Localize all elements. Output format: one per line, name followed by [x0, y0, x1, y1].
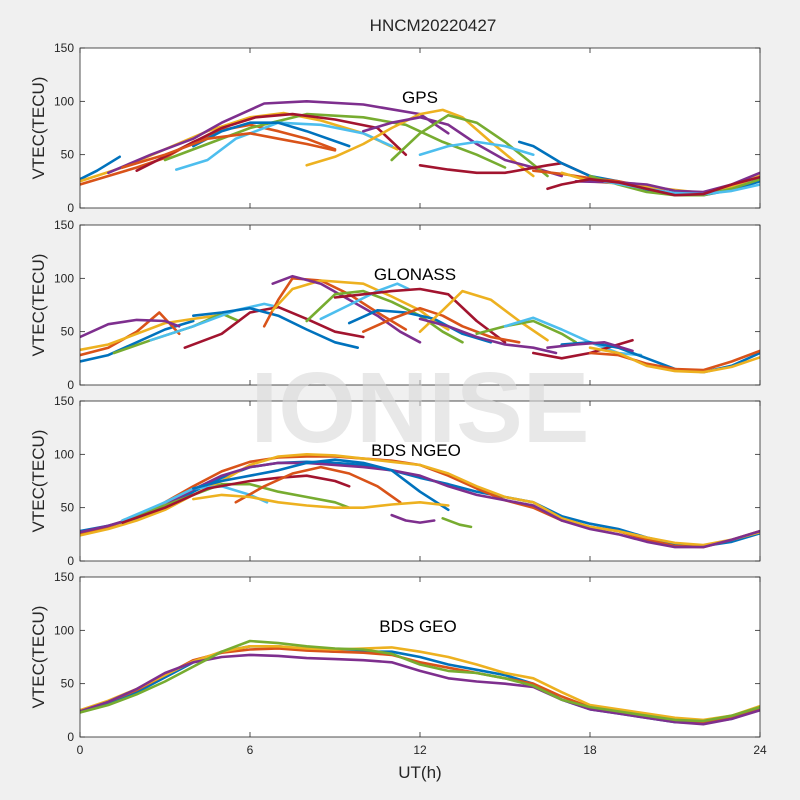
- panel-glonass: 0 50 100 150 VTEC(TECU) GLONASS: [29, 218, 761, 392]
- series-line: [305, 289, 464, 344]
- series-line: [546, 341, 634, 353]
- y-axis-label: VTEC(TECU): [29, 254, 48, 357]
- series-line: [192, 493, 450, 509]
- series-line: [80, 318, 181, 339]
- panels-group: 0 50 100 150 VTEC(TECU) GPS 0 50 100 150 VTEC(TECU…: [29, 41, 767, 757]
- series-line: [418, 140, 535, 156]
- y-tick-label: 0: [67, 554, 74, 568]
- y-tick-label: 100: [54, 94, 74, 108]
- watermark: IONISE: [251, 352, 590, 464]
- y-tick-label: 100: [54, 447, 74, 461]
- chart-title: HNCM20220427: [370, 16, 497, 35]
- series-line: [362, 116, 563, 178]
- series-line: [121, 132, 337, 169]
- series-line: [80, 639, 760, 723]
- y-tick-label: 150: [54, 570, 74, 584]
- series-line: [418, 289, 549, 342]
- x-tick-label: 18: [583, 743, 597, 757]
- series-group: [80, 639, 760, 726]
- series-line: [234, 465, 402, 504]
- plot-area: [80, 48, 760, 208]
- panel-label: GLONASS: [374, 265, 456, 284]
- panel-bds-geo: 0 50 100 150 0 6 12 18 24 VTEC(TECU) BDS GEO: [29, 570, 767, 757]
- series-line: [121, 474, 351, 524]
- series-line: [192, 306, 359, 349]
- series-line: [333, 287, 507, 344]
- y-tick-label: 0: [67, 201, 74, 215]
- y-tick-label: 150: [54, 41, 74, 55]
- series-line: [80, 319, 195, 363]
- y-tick-label: 150: [54, 394, 74, 408]
- y-axis-label: VTEC(TECU): [29, 430, 48, 533]
- panel-label: BDS GEO: [379, 617, 456, 636]
- y-tick-label: 50: [61, 148, 75, 162]
- series-line: [319, 282, 410, 321]
- series-line: [588, 349, 760, 372]
- panel-label: BDS NGEO: [371, 441, 461, 460]
- y-axis-label: VTEC(TECU): [29, 77, 48, 180]
- series-line: [305, 108, 535, 178]
- series-group: [80, 100, 760, 197]
- x-tick-label: 6: [247, 743, 254, 757]
- series-line: [441, 517, 473, 529]
- series-line: [80, 311, 181, 357]
- series-line: [418, 317, 558, 355]
- series-line: [192, 121, 351, 148]
- series-group: [80, 274, 760, 374]
- series-line: [390, 113, 549, 178]
- series-line: [546, 175, 760, 197]
- x-axis-label: UT(h): [398, 763, 441, 782]
- series-line: [475, 319, 578, 344]
- series-group: [80, 453, 760, 549]
- series-line: [80, 653, 760, 726]
- panel-bds-ngeo: 0 50 100 150 VTEC(TECU) BDS NGEO: [29, 394, 761, 568]
- y-tick-label: 50: [61, 677, 75, 691]
- y-axis-label: VTEC(TECU): [29, 606, 48, 709]
- panel-label: GPS: [402, 88, 438, 107]
- series-line: [390, 513, 436, 524]
- series-line: [362, 306, 521, 344]
- series-line: [183, 305, 365, 349]
- y-tick-label: 0: [67, 378, 74, 392]
- y-tick-label: 50: [61, 325, 75, 339]
- series-line: [163, 112, 507, 169]
- y-tick-label: 100: [54, 271, 74, 285]
- series-line: [271, 274, 422, 344]
- series-line: [80, 314, 218, 352]
- series-line: [107, 100, 450, 175]
- series-line: [80, 155, 121, 181]
- x-tick-label: 12: [413, 743, 427, 757]
- y-tick-label: 50: [61, 501, 75, 515]
- y-tick-label: 150: [54, 218, 74, 232]
- series-line: [347, 309, 493, 344]
- series-line: [121, 482, 351, 522]
- series-line: [588, 346, 760, 374]
- series-line: [192, 458, 450, 512]
- y-tick-label: 0: [67, 730, 74, 744]
- y-tick-label: 100: [54, 623, 74, 637]
- x-tick-label: 24: [753, 743, 767, 757]
- panel-gps: 0 50 100 150 VTEC(TECU) GPS: [29, 41, 761, 215]
- x-tick-label: 0: [77, 743, 84, 757]
- plot-area: [80, 401, 760, 561]
